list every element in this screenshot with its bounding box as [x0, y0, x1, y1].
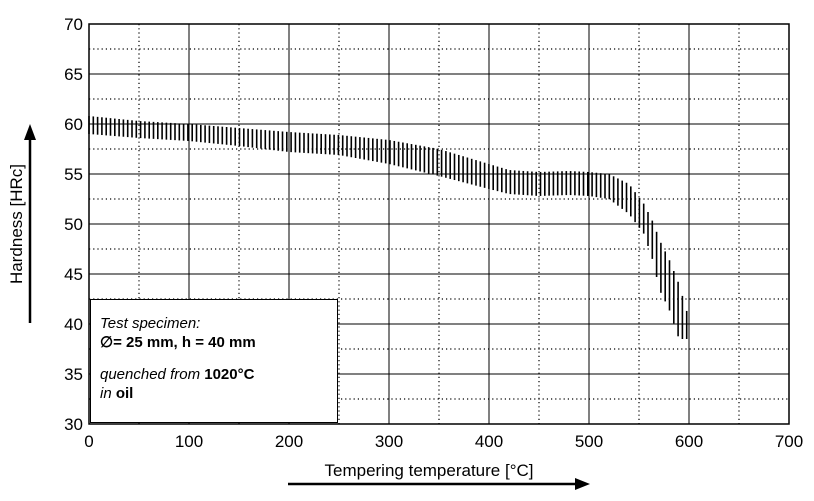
test-specimen-box: Test specimen: ∅= 25 mm, h = 40 mm quenc…: [90, 299, 338, 423]
x-tick-label: 500: [575, 432, 603, 451]
y-tick-label: 70: [64, 15, 83, 34]
y-tick-label: 60: [64, 115, 83, 134]
quench-medium-prefix: in: [100, 385, 116, 402]
specimen-dimensions: ∅= 25 mm, h = 40 mm: [100, 333, 337, 352]
x-tick-label: 100: [175, 432, 203, 451]
quench-temp-value: 1020°C: [204, 366, 255, 383]
plot-frame: [88, 23, 790, 425]
hardness-band: [88, 116, 688, 339]
x-tick-label: 300: [375, 432, 403, 451]
quench-prefix: quenched from: [100, 366, 205, 383]
specimen-dimensions-text: = 25 mm, h = 40 mm: [113, 334, 256, 351]
y-tick-labels: 30 35 40 45 50 55 60 65 70: [64, 15, 83, 434]
specimen-label: Test specimen:: [100, 315, 201, 332]
y-tick-label: 55: [64, 165, 83, 184]
x-tick-labels: 0 100 200 300 400 500 600 700: [84, 432, 803, 451]
x-tick-label: 400: [475, 432, 503, 451]
y-tick-label: 30: [64, 415, 83, 434]
x-tick-label: 200: [275, 432, 303, 451]
y-tick-label: 45: [64, 265, 83, 284]
x-tick-label: 700: [775, 432, 803, 451]
y-tick-label: 40: [64, 315, 83, 334]
y-tick-label: 65: [64, 65, 83, 84]
grid: [89, 24, 789, 424]
quench-medium: in oil: [100, 384, 337, 403]
y-tick-label: 50: [64, 215, 83, 234]
x-axis-title: Tempering temperature [°C]: [325, 461, 534, 480]
x-tick-label: 0: [84, 432, 93, 451]
y-tick-label: 35: [64, 365, 83, 384]
quench-medium-value: oil: [115, 385, 134, 402]
y-axis-title: Hardness [HRc]: [7, 164, 26, 284]
quench-temperature: quenched from 1020°C: [100, 365, 337, 384]
x-tick-label: 600: [675, 432, 703, 451]
diameter-icon: ∅: [100, 334, 114, 351]
y-axis-arrow: [24, 124, 36, 323]
x-axis-arrow: [288, 478, 590, 490]
